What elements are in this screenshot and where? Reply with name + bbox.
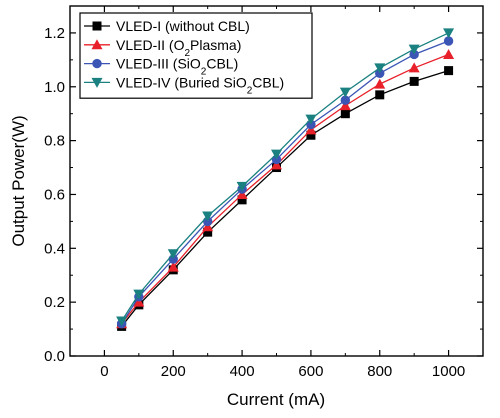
data-point: [202, 221, 214, 232]
data-point: [305, 124, 317, 135]
data-point: [167, 249, 179, 260]
legend-label: VLED-III (SiO2CBL): [116, 56, 238, 78]
data-point: [374, 63, 386, 74]
data-point: [167, 261, 179, 272]
legend-label: VLED-IV (Buried SiO2CBL): [116, 74, 284, 96]
data-point: [339, 100, 351, 111]
x-tick-label: 0: [100, 363, 108, 380]
x-tick-label: 400: [230, 363, 255, 380]
data-point: [339, 87, 351, 98]
data-point: [444, 66, 454, 76]
legend: VLED-I (without CBL)VLED-II (O2Plasma)VL…: [79, 12, 313, 99]
y-tick-label: 0.0: [44, 348, 65, 365]
data-point: [306, 130, 316, 140]
data-point: [443, 28, 455, 39]
legend-marker: [91, 77, 103, 88]
data-point: [236, 181, 248, 192]
legend-label: VLED-I (without CBL): [116, 18, 250, 34]
data-point: [271, 159, 282, 170]
y-axis-label: Output Power(W): [9, 115, 28, 246]
data-point: [443, 36, 454, 46]
data-point: [203, 227, 213, 237]
legend-marker: [92, 58, 102, 69]
legend-entry: VLED-IV (Buried SiO2CBL): [84, 74, 284, 96]
legend-entry: VLED-III (SiO2CBL): [84, 56, 238, 78]
data-point: [236, 188, 248, 199]
data-point: [116, 316, 128, 327]
data-point: [375, 90, 385, 100]
data-point: [271, 149, 282, 160]
x-tick-label: 1000: [432, 363, 465, 380]
data-point: [133, 296, 145, 307]
data-point: [237, 195, 247, 205]
series-line: [121, 69, 449, 327]
axis-ticks: 0 200 400 600 800 1000 0.0 0.2 0.4 0.6 0.8 1.0 1.2: [44, 6, 483, 380]
legend-entry: VLED-II (O2Plasma): [84, 37, 241, 59]
data-point: [133, 289, 145, 300]
y-tick-label: 1.2: [44, 25, 65, 42]
data-point: [202, 211, 214, 222]
legend-box: [79, 12, 313, 99]
y-tick-label: 0.4: [44, 240, 65, 257]
y-tick-label: 0.8: [44, 133, 65, 150]
data-point: [340, 95, 351, 105]
series-2: [116, 48, 455, 329]
x-axis-label: Current (mA): [227, 390, 325, 409]
data-point: [443, 48, 455, 59]
y-tick-label: 0.6: [44, 186, 65, 203]
series-1: [117, 66, 454, 331]
legend-marker: [91, 39, 103, 50]
legend-marker: [92, 21, 102, 31]
data-point: [409, 76, 419, 86]
y-tick-label: 1.0: [44, 79, 65, 96]
y-tick-label: 0.2: [44, 294, 65, 311]
x-tick-label: 600: [298, 363, 323, 380]
x-tick-label: 800: [367, 363, 392, 380]
x-tick-label: 200: [161, 363, 186, 380]
data-point: [408, 62, 420, 73]
data-point: [340, 109, 350, 119]
data-point: [305, 114, 317, 125]
legend-entry: VLED-I (without CBL): [84, 18, 250, 34]
series-layer: [116, 28, 455, 331]
legend-label: VLED-II (O2Plasma): [116, 37, 241, 59]
data-point: [374, 78, 386, 89]
series-4: [116, 28, 455, 327]
data-point: [408, 44, 420, 55]
